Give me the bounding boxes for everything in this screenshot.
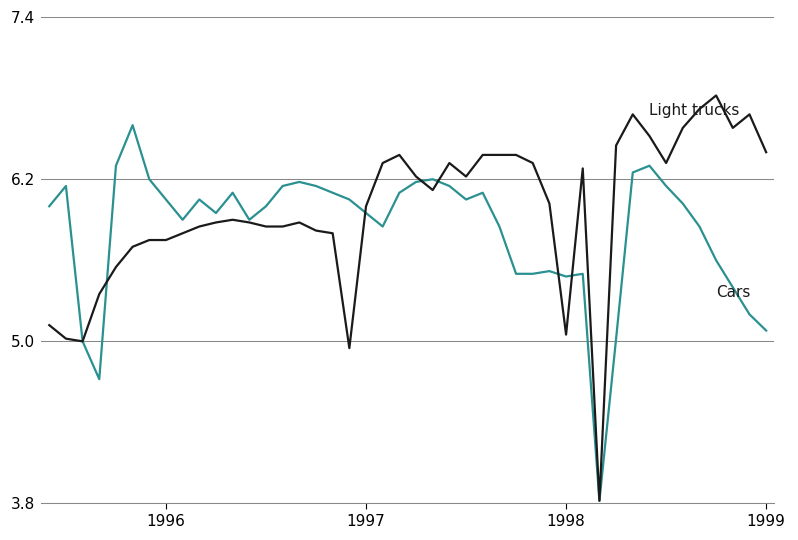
- Text: Cars: Cars: [716, 285, 750, 300]
- Text: Light trucks: Light trucks: [650, 104, 740, 118]
